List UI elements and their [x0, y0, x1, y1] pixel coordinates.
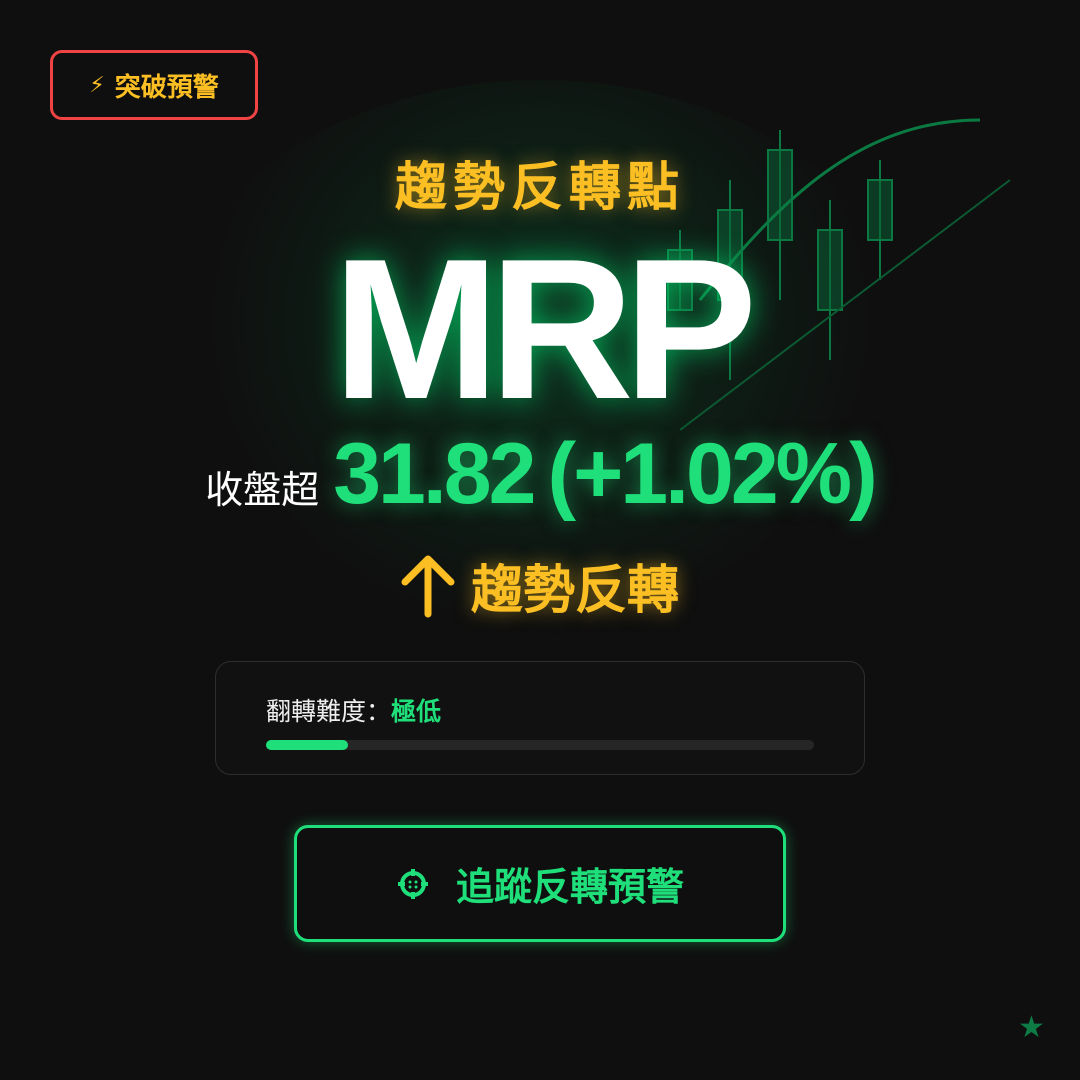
cta-label: 追蹤反轉預警	[455, 865, 684, 909]
lightning-icon: ⚡	[89, 72, 105, 98]
arrow-up-icon	[401, 555, 455, 617]
crosshair-icon	[397, 868, 428, 899]
star-icon: ★	[1018, 1010, 1045, 1045]
candle-body	[667, 249, 693, 311]
candle-body	[767, 149, 793, 241]
price-change: (+1.02%)	[547, 426, 877, 522]
trend-line	[679, 179, 1011, 431]
breakout-alert-badge: ⚡ 突破預警	[50, 50, 258, 120]
price-value: 31.82	[333, 426, 536, 522]
price-row: 收盤超 31.82 (+1.02%)	[0, 425, 1080, 524]
trend-curve	[698, 118, 981, 301]
track-reversal-alert-button[interactable]: 追蹤反轉預警	[294, 825, 786, 942]
background-glow	[150, 80, 930, 680]
trend-indicator: 趨勢反轉	[0, 548, 1080, 623]
subtitle: 趨勢反轉點	[394, 158, 685, 218]
difficulty-label-text: 翻轉難度：	[266, 697, 392, 726]
difficulty-value: 極低	[391, 697, 442, 726]
difficulty-label: 翻轉難度：極低	[266, 692, 441, 728]
candle-body	[867, 179, 893, 241]
difficulty-card: 翻轉難度：極低	[215, 661, 865, 775]
difficulty-progress-bar	[266, 740, 814, 750]
candle-body	[817, 229, 843, 311]
ticker-symbol: MRP	[332, 218, 757, 441]
trend-label: 趨勢反轉	[470, 561, 679, 621]
price-label: 收盤超	[205, 468, 320, 512]
badge-label: 突破預警	[114, 72, 219, 103]
difficulty-progress-fill	[266, 740, 349, 750]
